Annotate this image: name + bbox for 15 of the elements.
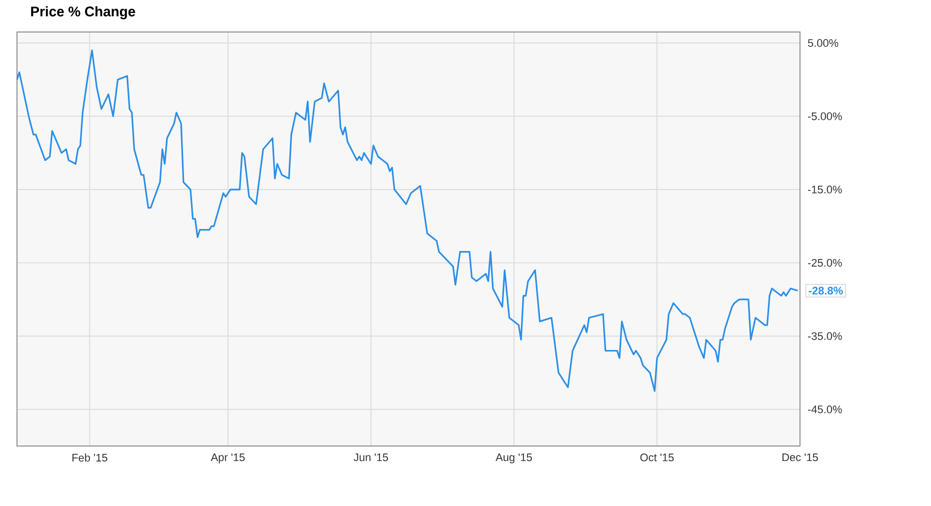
y-tick-label: 5.00% [808, 39, 838, 47]
x-tick-label: Jun '15 [354, 454, 388, 462]
x-tick-label: Aug '15 [496, 454, 532, 464]
y-tick-label: -45.0% [808, 405, 842, 414]
x-tick-label: Apr '15 [210, 454, 245, 464]
y-tick-label: -15.0% [808, 186, 842, 194]
y-tick-label: -35.0% [808, 332, 842, 340]
x-tick-label: Feb '15 [72, 454, 108, 462]
y-tick-label: -5.00% [808, 112, 842, 120]
y-tick-label: -25.0% [808, 258, 842, 267]
x-tick-label: Oct '15 [640, 454, 674, 462]
x-tick-label: Dec '15 [782, 454, 818, 462]
line-series [16, 50, 798, 392]
chart-title: Price % Change [31, 6, 136, 20]
annotation: -28.8% [808, 286, 843, 295]
